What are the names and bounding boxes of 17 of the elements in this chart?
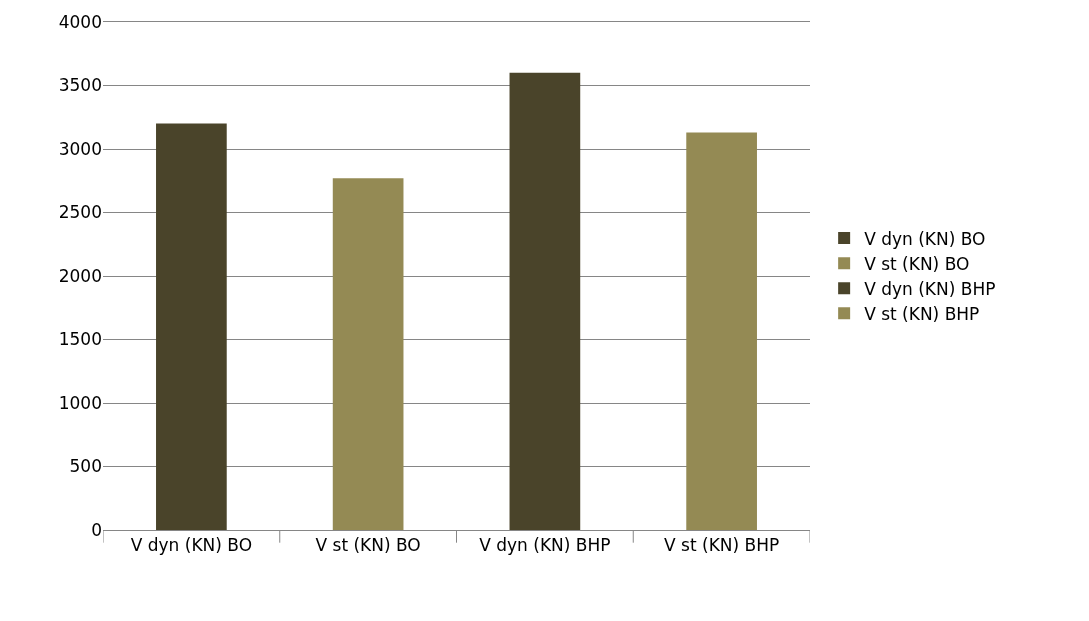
y-tick-label: 1000: [58, 392, 102, 413]
y-tick-label: 2500: [58, 202, 102, 223]
x-tick-label: V st (KN) BO: [315, 535, 421, 556]
y-tick-label: 2000: [58, 265, 102, 286]
legend-label: V dyn (KN) BO: [864, 228, 986, 249]
y-tick-label: 3000: [58, 138, 102, 159]
x-tick-label: V dyn (KN) BHP: [479, 535, 611, 556]
x-tick-label: V dyn (KN) BO: [130, 535, 253, 556]
y-tick-label: 0: [91, 519, 102, 540]
legend-label: V st (KN) BO: [864, 253, 970, 274]
legend-label: V dyn (KN) BHP: [864, 278, 996, 299]
y-tick-label: 1500: [58, 329, 102, 350]
x-tick-label: V st (KN) BHP: [664, 535, 780, 556]
y-tick-label: 4000: [58, 11, 102, 32]
legend-label: V st (KN) BHP: [864, 303, 980, 324]
y-tick-label: 3500: [58, 75, 102, 96]
y-tick-label: 500: [69, 456, 102, 477]
